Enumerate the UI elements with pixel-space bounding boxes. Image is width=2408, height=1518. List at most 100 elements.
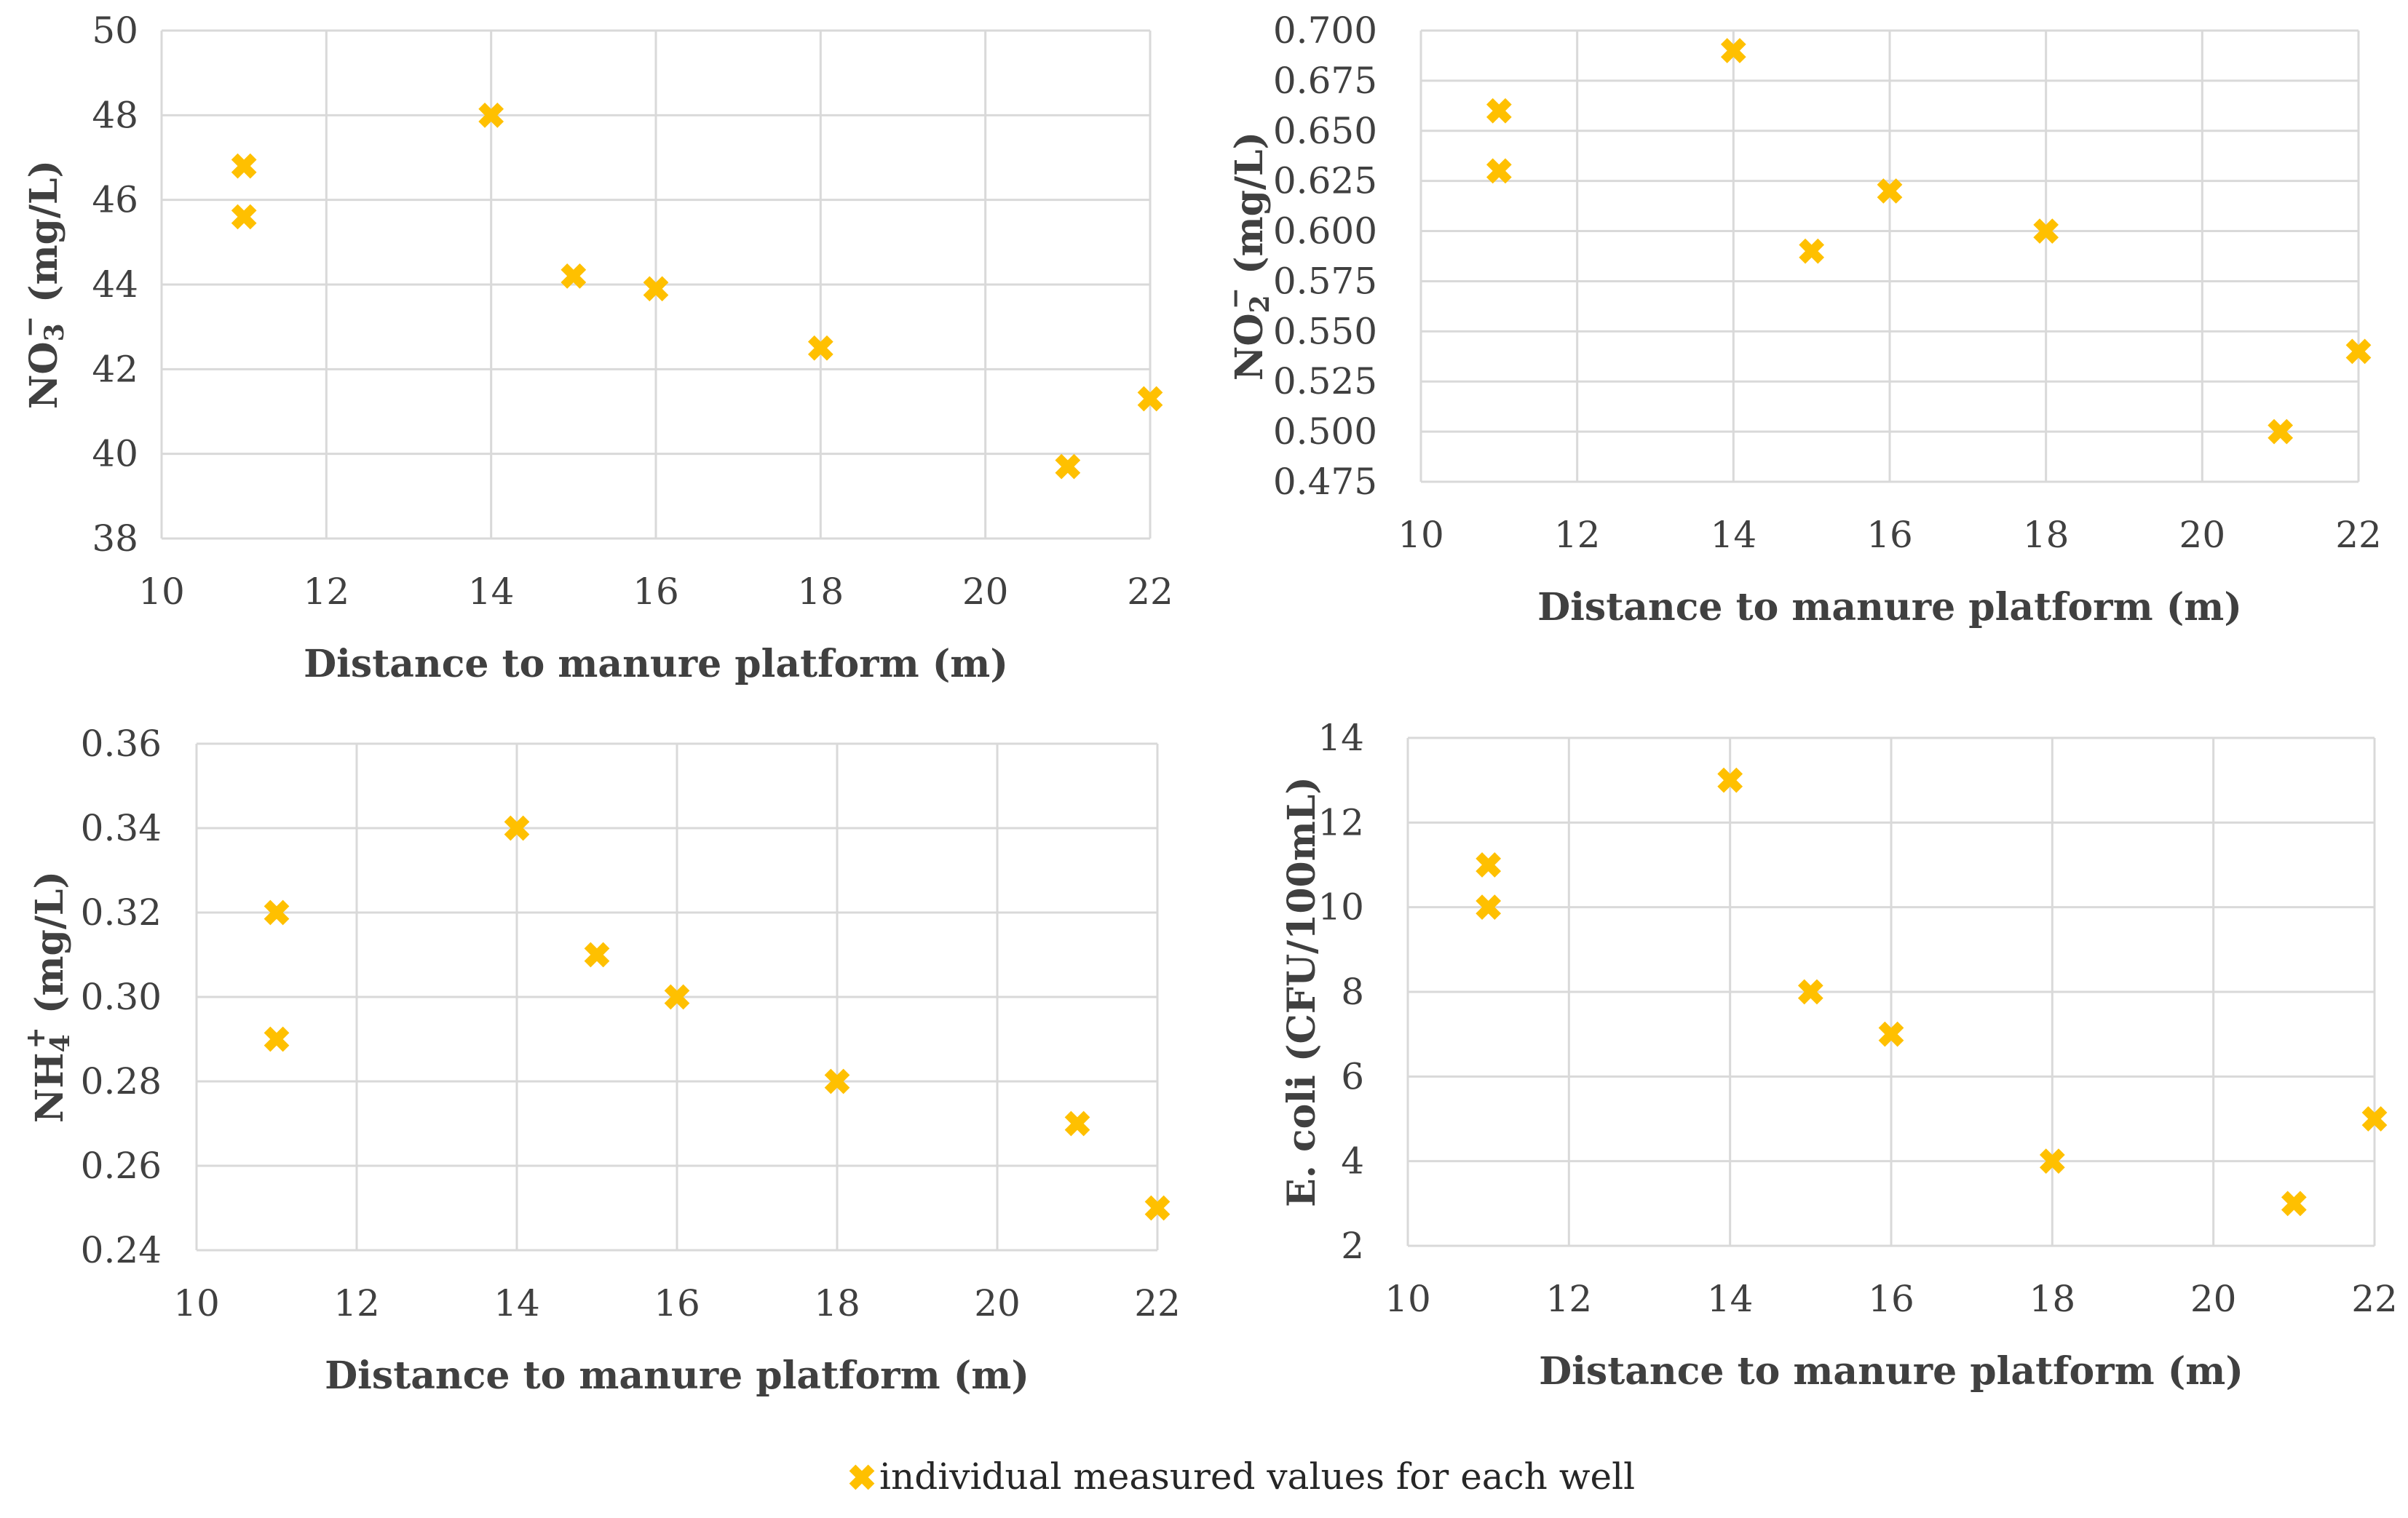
data-point — [824, 1068, 850, 1094]
y-tick-label: 0.475 — [1273, 461, 1377, 503]
legend-marker — [849, 1464, 875, 1490]
y-tick-label: 4 — [1341, 1140, 1364, 1183]
data-point — [1476, 894, 1502, 921]
x-tick-label: 14 — [494, 1282, 540, 1324]
data-point — [1137, 386, 1163, 412]
data-point — [1476, 852, 1502, 878]
y-tick-label: 0.36 — [81, 723, 162, 765]
x-tick-label: 14 — [1711, 514, 1757, 556]
x-tick-label: 20 — [974, 1282, 1021, 1324]
data-point — [1799, 238, 1825, 264]
x-tick-label: 22 — [1134, 1282, 1181, 1324]
y-axis-title: NO2− (mg/L) — [1220, 132, 1275, 381]
y-axis-title-superscript: − — [15, 316, 45, 338]
y-tick-label: 0.575 — [1273, 260, 1377, 302]
y-axis-title-base: NH — [28, 1052, 72, 1123]
data-point — [1144, 1195, 1171, 1221]
y-tick-label: 0.600 — [1273, 210, 1377, 253]
y-tick-label: 6 — [1341, 1055, 1364, 1097]
x-tick-label: 18 — [814, 1282, 860, 1324]
data-point — [561, 263, 587, 289]
data-point — [1486, 98, 1512, 124]
y-tick-label: 12 — [1318, 801, 1364, 843]
y-axis-title-unit: (mg/L) — [22, 160, 66, 316]
y-axis-title-subscript: 3 — [39, 323, 70, 341]
y-axis-title-unit: (mg/L) — [1227, 132, 1272, 287]
data-point — [1055, 453, 1081, 480]
y-tick-label: 38 — [92, 517, 138, 560]
data-point — [1064, 1110, 1090, 1137]
y-tick-label: 0.525 — [1273, 360, 1377, 402]
y-axis-title: NH4+ (mg/L) — [20, 871, 76, 1123]
data-point — [478, 102, 504, 128]
y-tick-label: 50 — [92, 9, 138, 52]
y-axis-title: NO3− (mg/L) — [15, 160, 70, 409]
x-tick-label: 14 — [468, 571, 515, 613]
y-tick-label: 0.34 — [81, 807, 162, 849]
x-tick-label: 10 — [173, 1282, 220, 1324]
y-tick-label: 10 — [1318, 886, 1364, 929]
y-tick-label: 0.700 — [1273, 9, 1377, 52]
data-point — [264, 1026, 290, 1052]
y-tick-label: 0.26 — [81, 1145, 162, 1187]
y-tick-label: 0.32 — [81, 891, 162, 934]
data-point — [1878, 1021, 1904, 1047]
x-tick-label: 14 — [1707, 1278, 1754, 1320]
x-tick-label: 12 — [1554, 514, 1601, 556]
data-point — [264, 899, 290, 926]
x-tick-label: 10 — [138, 571, 185, 613]
x-axis-title: Distance to manure platform (m) — [304, 642, 1008, 686]
y-tick-label: 0.550 — [1273, 310, 1377, 352]
y-tick-label: 0.24 — [81, 1229, 162, 1271]
y-axis-title: E. coli (CFU/100mL) — [1280, 776, 1324, 1207]
x-tick-label: 18 — [2029, 1278, 2076, 1320]
x-axis-title: Distance to manure platform (m) — [1537, 585, 2242, 629]
x-tick-label: 20 — [962, 571, 1009, 613]
x-axis-title: Distance to manure platform (m) — [1539, 1349, 2243, 1394]
x-tick-label: 16 — [1866, 514, 1913, 556]
y-axis-title-subscript: 4 — [45, 1034, 76, 1052]
x-tick-label: 10 — [1398, 514, 1444, 556]
y-axis-title-subscript: 2 — [1245, 295, 1275, 313]
y-tick-label: 40 — [92, 433, 138, 475]
x-tick-label: 12 — [333, 1282, 380, 1324]
x-tick-label: 12 — [1546, 1278, 1593, 1320]
data-point — [1717, 767, 1743, 793]
data-point — [2345, 338, 2372, 365]
data-point — [2033, 218, 2059, 244]
chart-no3: 10 12 14 16 18 20 22 38 40 42 44 46 48 50 Distance to … — [15, 9, 1173, 686]
y-tick-label: 48 — [92, 94, 138, 136]
data-point — [1877, 178, 1903, 204]
data-point — [2039, 1148, 2065, 1175]
y-tick-label: 0.650 — [1273, 110, 1377, 152]
x-tick-label: 22 — [2335, 514, 2382, 556]
data-point — [2268, 418, 2294, 445]
x-tick-label: 22 — [1127, 571, 1173, 613]
y-tick-label: 0.28 — [81, 1060, 162, 1102]
y-axis-title-base: E. coli (CFU/100mL) — [1280, 776, 1324, 1207]
data-point — [504, 815, 530, 841]
y-tick-label: 2 — [1341, 1225, 1364, 1267]
x-tick-label: 16 — [633, 571, 679, 613]
y-axis-title-base: NO — [22, 341, 66, 409]
data-point — [231, 204, 257, 230]
x-tick-label: 20 — [2190, 1278, 2237, 1320]
y-tick-label: 44 — [92, 263, 138, 306]
y-tick-label: 8 — [1341, 971, 1364, 1013]
data-point — [643, 276, 669, 302]
y-axis-title-superscript: − — [1220, 287, 1251, 309]
y-tick-label: 0.625 — [1273, 160, 1377, 202]
y-axis-title-base: NO — [1227, 313, 1272, 381]
data-point — [584, 942, 610, 968]
data-point — [807, 335, 833, 361]
data-point — [2281, 1191, 2307, 1217]
x-tick-label: 18 — [798, 571, 844, 613]
y-tick-label: 46 — [92, 179, 138, 221]
data-point — [1486, 158, 1512, 184]
chart-nh4: 10 12 14 16 18 20 22 0.24 0.26 0.28 0.30 0.32 0.34 0.… — [20, 723, 1181, 1398]
legend-label: individual measured values for each well — [879, 1455, 1635, 1498]
y-axis-title-unit: (mg/L) — [28, 871, 72, 1027]
x-tick-label: 20 — [2179, 514, 2226, 556]
